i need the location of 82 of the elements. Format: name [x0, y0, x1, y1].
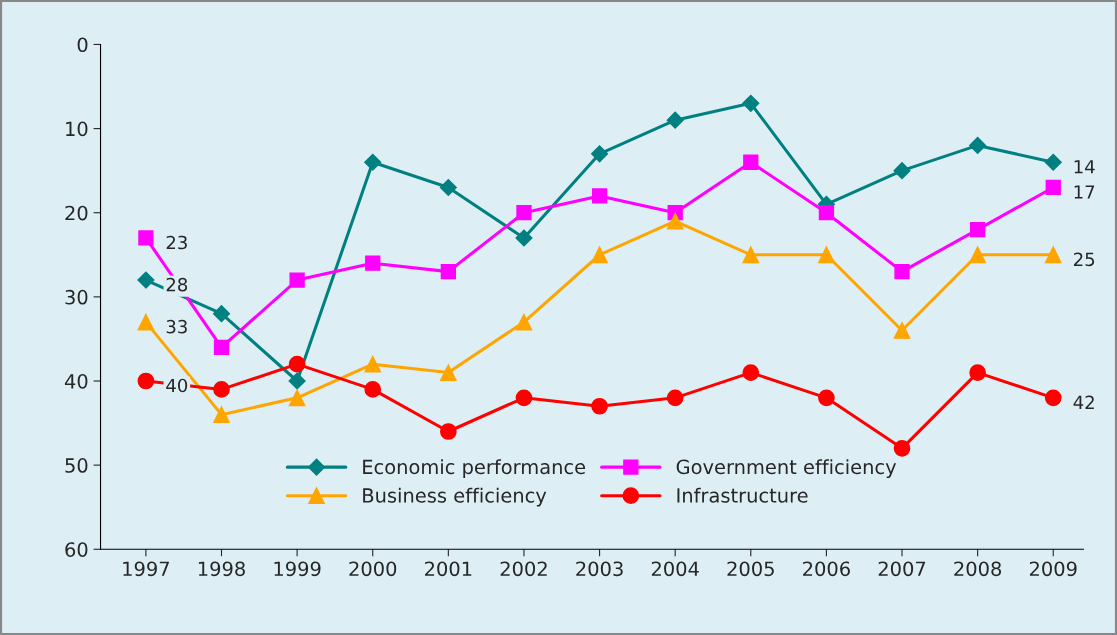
- point: [969, 364, 986, 381]
- point: [666, 111, 684, 129]
- point: [893, 322, 911, 339]
- point: [742, 364, 760, 381]
- data-label: 23: [166, 235, 187, 250]
- point: [364, 381, 382, 398]
- point: [288, 389, 306, 407]
- point: [213, 406, 230, 423]
- point: [591, 246, 608, 264]
- data-label: 40: [166, 378, 188, 393]
- x-tick-label: 2004: [651, 561, 699, 577]
- x-tick-label: 2001: [425, 561, 472, 577]
- point: [1044, 389, 1062, 407]
- point: [969, 246, 986, 264]
- y-tick-label: 0: [77, 37, 88, 53]
- point: [666, 389, 684, 407]
- point: [818, 389, 835, 407]
- point: [439, 178, 457, 197]
- y-tick-label: 40: [64, 373, 88, 389]
- point: [742, 246, 760, 264]
- data-label: 33: [166, 319, 187, 334]
- x-tick-label: 2002: [500, 561, 547, 577]
- point: [440, 364, 457, 381]
- point: [212, 305, 231, 323]
- point: [137, 313, 155, 331]
- x-tick-label: 1998: [198, 561, 245, 577]
- point: [666, 212, 684, 230]
- point: [818, 246, 835, 264]
- x-tick-label: 2003: [576, 561, 623, 577]
- point: [742, 94, 760, 112]
- point: [743, 154, 759, 170]
- point: [364, 355, 382, 373]
- data-label: 25: [1074, 252, 1095, 267]
- point: [893, 162, 911, 180]
- point: [137, 372, 155, 390]
- data-label: 28: [166, 277, 188, 292]
- point: [818, 205, 835, 221]
- x-tick-label: 2006: [803, 561, 850, 577]
- legend-label: Infrastructure: [677, 487, 808, 503]
- point: [1045, 179, 1061, 196]
- point: [289, 272, 305, 288]
- data-label: 17: [1074, 185, 1095, 199]
- x-tick-label: 2009: [1029, 561, 1077, 577]
- point: [893, 439, 911, 457]
- point: [591, 188, 608, 204]
- y-tick-label: 20: [65, 205, 88, 221]
- point: [516, 205, 532, 221]
- point: [515, 313, 533, 331]
- x-tick-label: 2008: [954, 561, 1002, 577]
- point: [440, 423, 457, 440]
- x-tick-label: 2000: [349, 561, 397, 577]
- x-tick-label: 2005: [727, 561, 774, 577]
- point: [365, 255, 381, 271]
- point: [1044, 153, 1062, 171]
- y-tick-label: 10: [66, 121, 88, 137]
- point: [969, 136, 987, 154]
- point: [1044, 246, 1062, 264]
- y-tick-label: 60: [65, 542, 88, 557]
- y-tick-label: 50: [65, 458, 88, 473]
- point: [894, 263, 910, 280]
- point: [288, 355, 306, 373]
- data-label: 42: [1073, 395, 1094, 409]
- y-tick-label: 30: [65, 289, 88, 305]
- x-tick-label: 2007: [878, 561, 926, 577]
- point: [591, 145, 609, 163]
- point: [213, 339, 230, 355]
- x-tick-label: 1999: [274, 561, 321, 577]
- legend-label: Economic performance: [363, 459, 586, 478]
- point: [591, 397, 608, 415]
- x-tick-label: 1997: [123, 561, 169, 577]
- point: [138, 230, 154, 246]
- point: [515, 229, 533, 247]
- data-label: 14: [1074, 160, 1095, 174]
- point: [364, 153, 382, 171]
- legend-label: Government efficiency: [676, 459, 897, 478]
- point: [288, 372, 306, 390]
- legend-label: Business efficiency: [363, 487, 547, 507]
- point: [515, 389, 533, 407]
- point: [969, 221, 986, 238]
- point: [137, 271, 155, 289]
- point: [440, 263, 456, 280]
- point: [213, 381, 230, 398]
